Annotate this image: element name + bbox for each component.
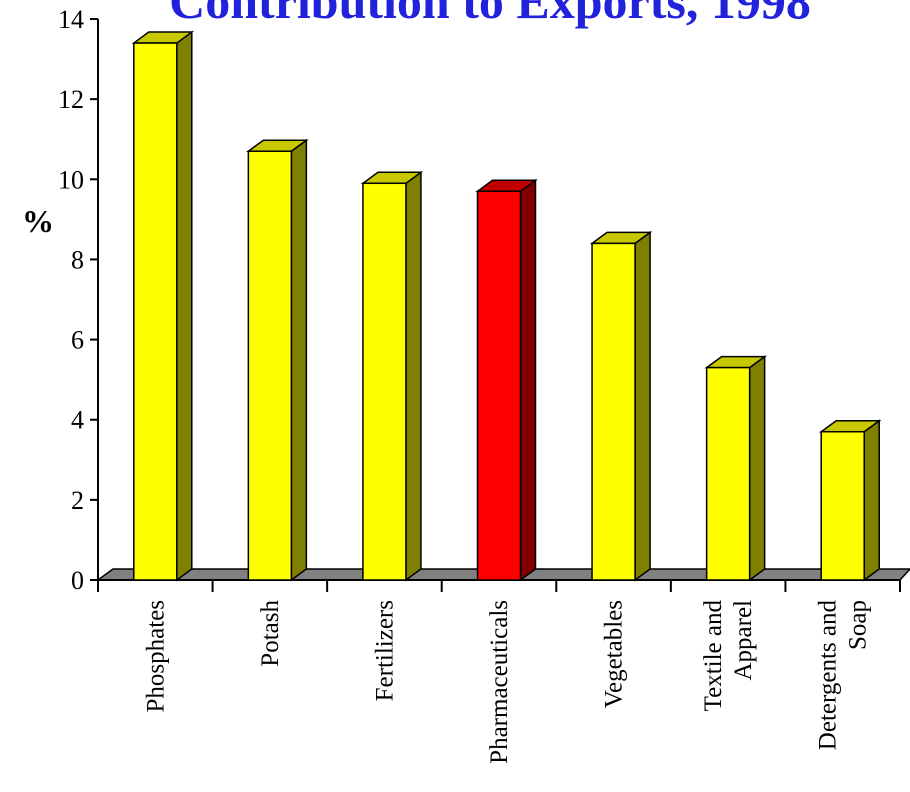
category-label: Soap bbox=[845, 600, 872, 650]
bar bbox=[475, 178, 538, 582]
y-tick-label: 12 bbox=[58, 85, 84, 114]
chart-title: Contribution to Exports, 1998 bbox=[169, 0, 811, 29]
bars bbox=[131, 30, 882, 582]
bar-side bbox=[748, 355, 766, 582]
bar-front bbox=[476, 190, 522, 581]
y-axis-label: % bbox=[22, 203, 54, 239]
y-tick-label: 10 bbox=[58, 165, 84, 194]
bar-front bbox=[247, 150, 293, 581]
category-label: Pharmaceuticals bbox=[486, 600, 513, 764]
y-tick-label: 8 bbox=[71, 245, 84, 274]
bar-front bbox=[133, 42, 178, 581]
bar-front bbox=[820, 430, 865, 581]
category-label: Detergents and bbox=[815, 600, 842, 751]
y-tick-label: 2 bbox=[71, 486, 84, 515]
category-label: Apparel bbox=[730, 600, 757, 681]
bar-side bbox=[290, 138, 308, 582]
category-label: Textile and bbox=[700, 600, 727, 712]
bar-front bbox=[591, 242, 636, 581]
y-tick-label: 6 bbox=[71, 326, 84, 355]
bar bbox=[246, 138, 309, 582]
bar-side bbox=[634, 230, 651, 582]
bar bbox=[818, 419, 882, 582]
y-tick-label: 14 bbox=[58, 5, 84, 34]
bar-front bbox=[362, 182, 407, 581]
category-labels: Phosphates Potash Fertilizers Pharmaceutica… bbox=[142, 600, 871, 764]
category-label: Fertilizers bbox=[371, 600, 398, 701]
category-label: Phosphates bbox=[142, 600, 169, 713]
bar-front bbox=[705, 366, 751, 581]
bar-side bbox=[176, 30, 193, 582]
category-label: Vegetables bbox=[601, 600, 628, 708]
category-label: Potash bbox=[257, 600, 284, 667]
axes: 0 2 4 6 8 10 12 14 bbox=[58, 5, 901, 595]
y-tick-label: 4 bbox=[71, 406, 84, 435]
y-tick-label: 0 bbox=[71, 566, 84, 595]
bar-side bbox=[863, 419, 880, 582]
bar bbox=[589, 230, 653, 582]
bar-side bbox=[519, 178, 537, 582]
bar bbox=[131, 30, 195, 582]
bar bbox=[704, 355, 767, 582]
bar bbox=[360, 170, 424, 582]
bar-side bbox=[405, 170, 422, 582]
